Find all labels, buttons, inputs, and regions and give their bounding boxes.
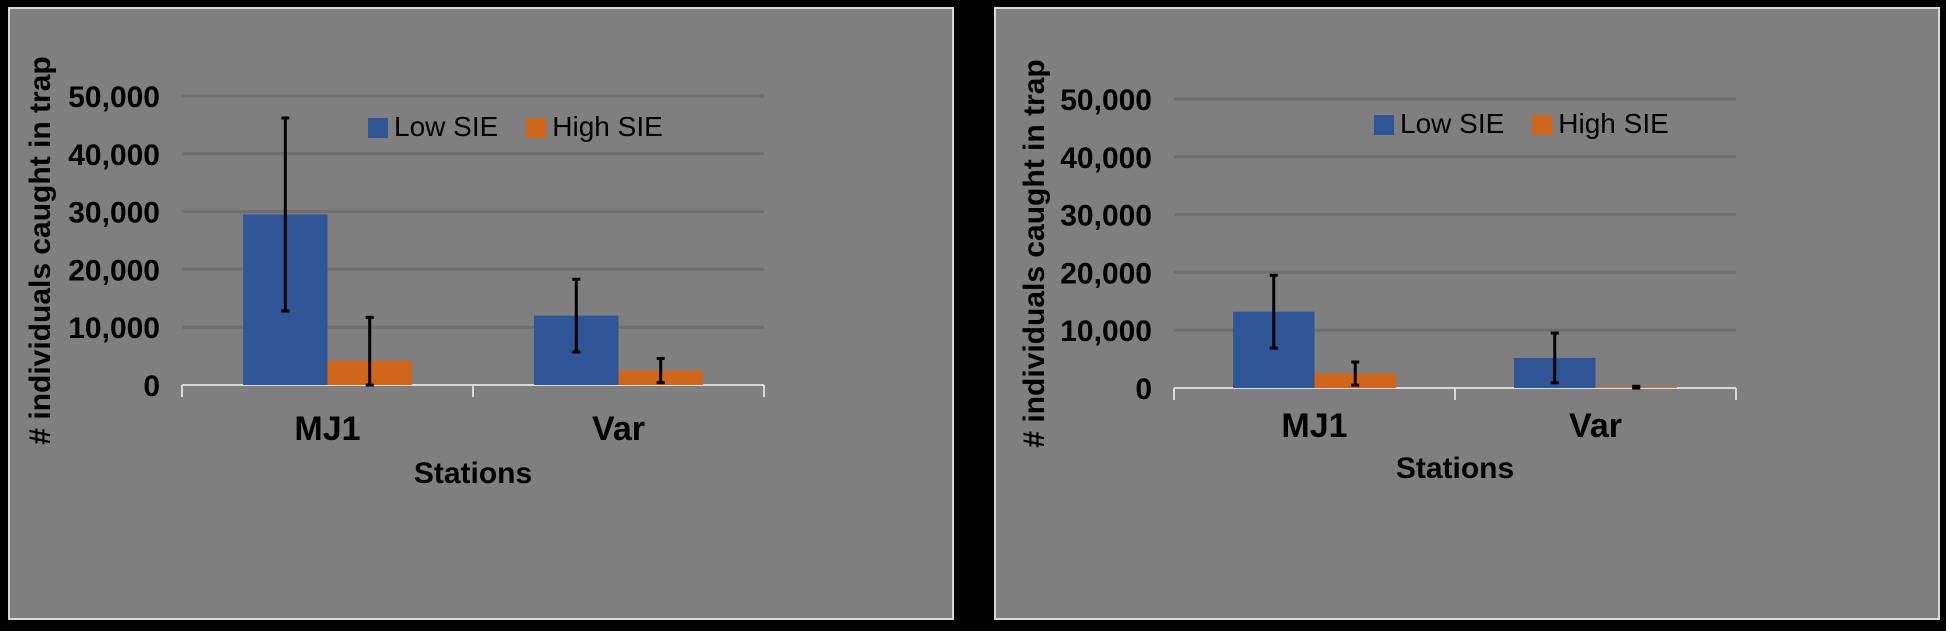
y-tick-label: 0 [1135,373,1152,406]
y-tick-label: 20,000 [1060,257,1152,290]
legend-label: High SIE [552,111,663,142]
legend-swatch [1532,115,1553,135]
y-tick-label: 20,000 [68,254,160,287]
y-axis-title: # individuals caught in trap [1018,59,1051,447]
x-axis-title: Stations [414,457,532,490]
x-category-label: Var [592,410,645,448]
y-tick-label: 50,000 [68,81,160,114]
y-tick-label: 10,000 [1060,315,1152,348]
chart-right: 0 10,000 20,000 30,000 40,000 50,000 MJ1 Var Sta… [994,7,1940,620]
y-tick-label: 40,000 [68,139,160,172]
legend-label: High SIE [1558,108,1669,139]
y-tick-label: 30,000 [1060,200,1152,233]
y-tick-label: 40,000 [1060,142,1152,175]
legend-label: Low SIE [1400,108,1504,139]
y-tick-label: 50,000 [1060,84,1152,117]
chart-left: 0 10,000 20,000 30,000 40,000 50,000 MJ1 Var Sta… [8,7,954,620]
y-tick-label: 0 [143,370,160,403]
y-tick-label: 10,000 [68,312,160,345]
chart-panel [8,7,954,620]
chart-panel [994,7,1940,620]
x-axis-title: Stations [1396,452,1514,485]
legend-swatch [368,118,388,138]
legend-label: Low SIE [394,111,498,142]
y-axis-title: # individuals caught in trap [24,56,57,444]
x-category-label: Var [1569,407,1622,445]
y-tick-label: 30,000 [68,197,160,230]
x-category-label: MJ1 [294,410,360,448]
legend-swatch [526,118,547,138]
legend-swatch [1374,115,1394,135]
x-category-label: MJ1 [1281,407,1347,445]
